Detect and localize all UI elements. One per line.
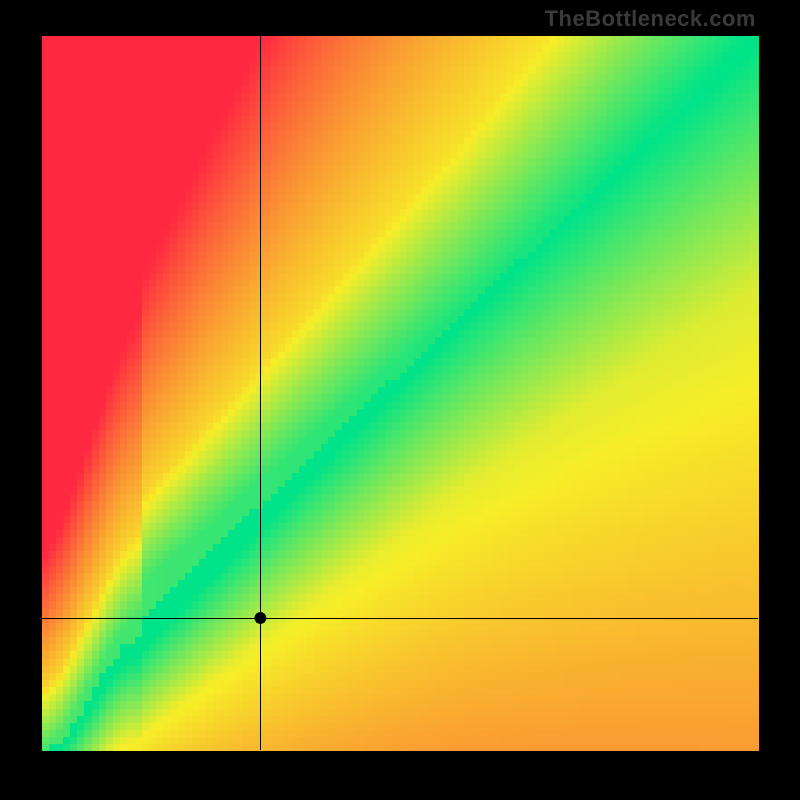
chart-container: TheBottleneck.com (0, 0, 800, 800)
crosshair-overlay (0, 0, 800, 800)
watermark-text: TheBottleneck.com (545, 6, 756, 32)
